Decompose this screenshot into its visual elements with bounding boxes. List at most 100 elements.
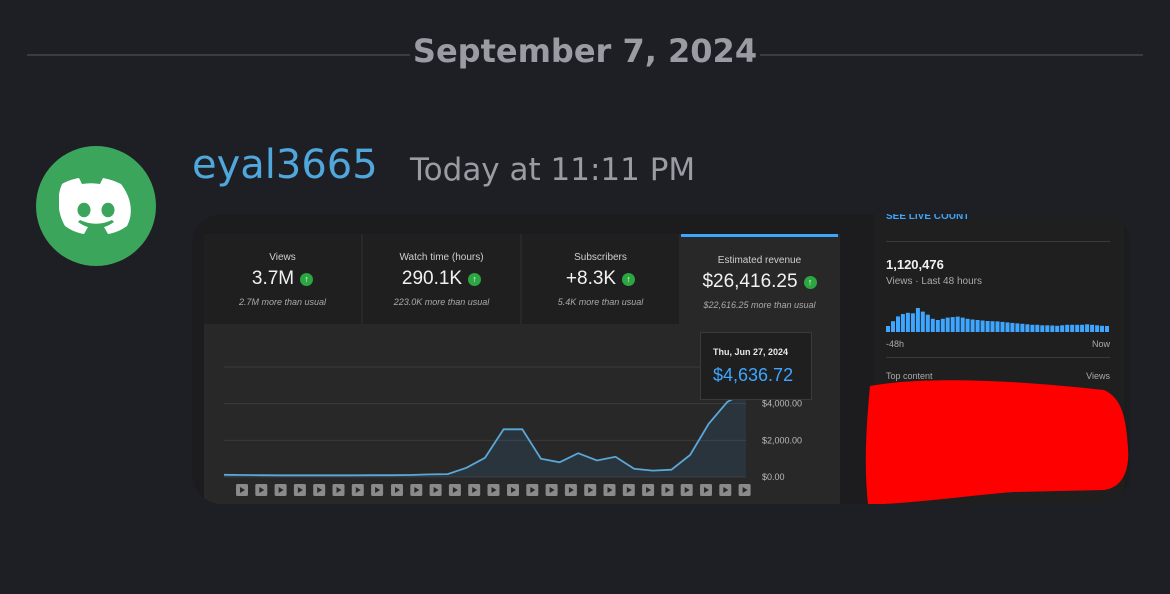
play-icon (665, 487, 671, 493)
sparkline-bar (980, 320, 985, 332)
sparkline-bar (1035, 324, 1040, 332)
sparkline-bar (905, 312, 910, 332)
play-icon (607, 487, 613, 493)
sparkline-bar (1070, 324, 1075, 332)
play-icon (395, 487, 400, 493)
sparkline-bar (970, 319, 975, 332)
arrow-up-icon: ↑ (622, 272, 636, 286)
see-live-count-link[interactable]: SEE LIVE COUNT (886, 214, 970, 222)
sparkline-bar (1095, 325, 1100, 332)
play-icon (530, 487, 536, 493)
sparkline-bar (925, 314, 930, 332)
sparkline-bar (960, 317, 965, 332)
sparkline-bar (1045, 325, 1050, 332)
play-icon (414, 487, 420, 493)
sparkline-bar (950, 317, 955, 332)
sparkline-bar (930, 318, 935, 332)
metric-subscribers[interactable]: Subscribers +8.3K ↑ 5.4K more than usual (522, 234, 679, 324)
sparkline-bar (1100, 325, 1104, 332)
play-icon (452, 487, 458, 493)
sparkline-bar (965, 318, 970, 332)
play-icon (742, 487, 748, 493)
metric-subtext: 5.4K more than usual (557, 297, 644, 307)
top-content-label: Top content (886, 371, 933, 381)
divider-right (760, 54, 1143, 56)
sparkline-bar (1010, 322, 1015, 332)
sparkline-bar (1090, 324, 1095, 332)
metric-estimated-revenue[interactable]: Estimated revenue $26,416.25 ↑ $22,616.25… (681, 234, 838, 327)
sparkline-bar (1030, 324, 1035, 332)
metric-value-row: 3.7M ↑ (204, 268, 361, 290)
tooltip-date: Thu, Jun 27, 2024 (713, 347, 789, 357)
image-attachment[interactable]: Views 3.7M ↑ 2.7M more than usual Watch t… (192, 214, 1130, 504)
play-icon (278, 487, 284, 493)
chart-tooltip: Thu, Jun 27, 2024 $4,636.72 (700, 332, 812, 400)
arrow-up-icon: ↑ (468, 272, 482, 286)
metric-label: Views (269, 252, 296, 263)
play-icon (568, 487, 574, 493)
y-tick-label: $0.00 (762, 472, 785, 482)
sparkline-bar (975, 320, 980, 332)
play-icon (684, 487, 690, 493)
username[interactable]: eyal3665 (192, 142, 378, 188)
metric-subtext: 223.0K more than usual (393, 297, 490, 307)
views-period-label: Views · Last 48 hours (886, 276, 982, 287)
play-icon (433, 487, 439, 493)
tooltip-value: $4,636.72 (713, 365, 794, 385)
sparkline-bar (1000, 321, 1005, 332)
message-timestamp: Today at 11:11 PM (410, 152, 696, 188)
sparkline-bar (920, 311, 925, 332)
metric-value: +8.3K (565, 268, 617, 289)
metric-views[interactable]: Views 3.7M ↑ 2.7M more than usual (204, 234, 361, 324)
play-icon (240, 487, 245, 493)
play-icon (259, 487, 265, 493)
date-divider: September 7, 2024 (412, 32, 758, 70)
sparkline-bar (1085, 324, 1090, 332)
metric-label: Subscribers (574, 252, 627, 263)
metric-label: Estimated revenue (717, 255, 802, 266)
discord-logo-icon (59, 178, 131, 234)
sparkline-bar (1020, 323, 1025, 332)
play-icon (491, 487, 497, 493)
sparkline-bar (896, 316, 900, 332)
play-icon (355, 487, 361, 493)
y-tick-label: $2,000.00 (762, 435, 802, 445)
views-sparkline (886, 308, 1109, 332)
sparkline-bar (945, 317, 950, 332)
sparkline-bar (935, 320, 940, 332)
sparkline-bar (1015, 323, 1020, 332)
play-icon (588, 487, 594, 493)
metric-value-row: 290.1K ↑ (363, 268, 520, 290)
sparkline-bar (1055, 325, 1060, 332)
sparkline-bar (995, 321, 1000, 332)
red-redaction-scribble (865, 380, 1129, 504)
avatar[interactable] (36, 146, 156, 266)
sparkline-bar (1065, 324, 1070, 332)
play-icon (472, 487, 478, 493)
play-icon (646, 487, 652, 493)
play-icon (297, 487, 303, 493)
analytics-panel: Views 3.7M ↑ 2.7M more than usual Watch t… (204, 234, 840, 504)
sparkline-start-label: -48h (886, 339, 905, 349)
metric-watch-time[interactable]: Watch time (hours) 290.1K ↑ 223.0K more t… (363, 234, 520, 324)
sparkline-bar (1050, 325, 1055, 332)
sparkline-bar (1080, 324, 1085, 332)
side-divider (886, 241, 1110, 242)
sparkline-bar (900, 314, 905, 332)
sparkline-bar (1005, 322, 1010, 332)
sparkline-bar (1040, 325, 1045, 332)
play-icon (723, 487, 729, 493)
sparkline-bar (891, 321, 895, 332)
metric-value: $26,416.25 (702, 271, 798, 292)
divider-left (27, 54, 410, 56)
sparkline-bar (1025, 324, 1030, 332)
metric-value-row: +8.3K ↑ (522, 268, 679, 290)
metric-label: Watch time (hours) (399, 252, 484, 263)
side-divider (886, 357, 1110, 358)
sparkline-bar (886, 326, 890, 332)
metric-value-row: $26,416.25 ↑ (681, 271, 838, 293)
metric-subtext: 2.7M more than usual (238, 297, 327, 307)
sparkline-bar (1105, 326, 1109, 332)
series-area (224, 392, 746, 477)
metric-subtext: $22,616.25 more than usual (703, 300, 816, 310)
